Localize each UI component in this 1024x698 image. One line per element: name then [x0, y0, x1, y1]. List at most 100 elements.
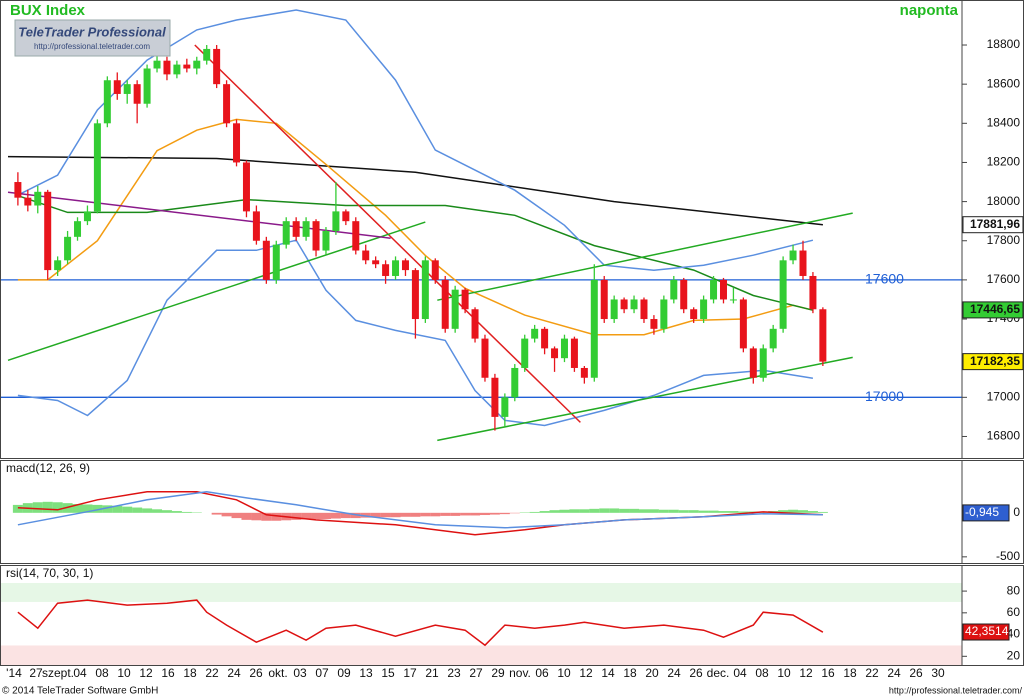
x-tick-label: 14 [601, 666, 615, 680]
candle-body [501, 397, 509, 417]
candle-body [14, 182, 22, 198]
x-tick-label: 08 [95, 666, 109, 680]
candle-body [710, 279, 718, 300]
last-value: -0,945 [965, 505, 999, 519]
x-tick-label: 22 [865, 666, 879, 680]
x-tick-label: 10 [777, 666, 791, 680]
candle-body [143, 68, 151, 104]
candle-body [819, 309, 827, 362]
x-tick-label: 23 [447, 666, 461, 680]
histogram-bar [539, 511, 550, 513]
oversold-zone [0, 645, 962, 665]
candle-body [551, 348, 559, 359]
indicator-line [437, 356, 853, 442]
candle-body [729, 299, 737, 301]
histogram-bar [797, 510, 808, 513]
candle-body [580, 367, 588, 378]
histogram-bar [171, 511, 182, 513]
candle-body [103, 80, 111, 124]
last-value-box [962, 623, 1010, 641]
indicator-line [17, 239, 814, 427]
candle-body [471, 309, 479, 339]
candle-body [83, 211, 91, 222]
logo-box [14, 19, 171, 57]
x-tick-label: szept. [42, 666, 74, 680]
x-tick-label: 20 [645, 666, 659, 680]
candle-body [421, 260, 429, 320]
histogram-bar [261, 512, 272, 521]
indicator-line [17, 599, 824, 647]
x-tick-label: okt. [268, 666, 287, 680]
candle-body [541, 328, 549, 349]
price-label: 17881,96 [970, 217, 1020, 231]
histogram-bar [728, 511, 739, 513]
histogram-bar [330, 512, 341, 519]
candle-body [64, 236, 72, 261]
x-tick-label: 26 [909, 666, 923, 680]
indicator-line [7, 191, 391, 239]
candle-body [372, 260, 380, 265]
candle-body [660, 299, 668, 329]
candle-body [680, 279, 688, 310]
x-tick-label: nov. [509, 666, 531, 680]
logo-url: http://professional.teletrader.com [34, 42, 150, 51]
x-tick-label: 24 [887, 666, 901, 680]
candle-body [153, 60, 161, 69]
x-tick-label: 24 [667, 666, 681, 680]
candle-body [441, 279, 449, 329]
histogram-bar [738, 511, 749, 513]
candle-body [779, 260, 787, 329]
x-tick-label: 08 [755, 666, 769, 680]
candle-body [759, 348, 767, 378]
histogram-bar [92, 504, 103, 513]
x-tick-label: 12 [139, 666, 153, 680]
histogram-bar [301, 512, 312, 520]
indicator-line [194, 44, 581, 423]
candle-body [719, 279, 727, 300]
histogram-bar [152, 509, 163, 513]
candle-body [670, 279, 678, 300]
candle-body [739, 299, 747, 349]
histogram-bar [122, 506, 133, 513]
histogram-bar [161, 510, 172, 513]
x-tick-label: 16 [161, 666, 175, 680]
histogram-bar [221, 512, 232, 517]
histogram-bar [32, 502, 43, 513]
histogram-bar [678, 510, 689, 513]
histogram-bar [499, 512, 510, 515]
histogram-bar [708, 510, 719, 513]
histogram-bar [778, 510, 789, 513]
histogram-bar [688, 510, 699, 513]
histogram-bar [430, 512, 441, 517]
candle-body [789, 250, 797, 261]
candle-body [640, 299, 648, 320]
candle-body [322, 230, 330, 251]
histogram-bar [340, 512, 351, 519]
histogram-bar [460, 512, 471, 516]
x-tick-label: 15 [381, 666, 395, 680]
candle-body [491, 377, 499, 417]
x-tick-label: 09 [337, 666, 351, 680]
candle-body [700, 299, 708, 320]
y-tick-label: 20 [1007, 648, 1021, 662]
x-tick-label: 30 [931, 666, 945, 680]
candle-body [610, 299, 618, 320]
candle-body [34, 191, 42, 206]
x-tick-label: 29 [491, 666, 505, 680]
histogram-bar [529, 511, 540, 513]
histogram-bar [698, 510, 709, 513]
x-tick-label: 12 [579, 666, 593, 680]
candle-body [749, 348, 757, 378]
histogram-bar [638, 509, 649, 513]
histogram-bar [718, 511, 729, 513]
histogram-bar [470, 512, 481, 516]
x-tick-label: 03 [293, 666, 307, 680]
candle-body [282, 221, 290, 245]
candle-body [44, 191, 52, 271]
histogram-bar [271, 512, 282, 521]
y-tick-label: 18600 [987, 76, 1021, 90]
candle-body [411, 270, 419, 320]
y-tick-label: 17000 [987, 389, 1021, 403]
horizontal-line-label: 17600 [865, 271, 904, 287]
